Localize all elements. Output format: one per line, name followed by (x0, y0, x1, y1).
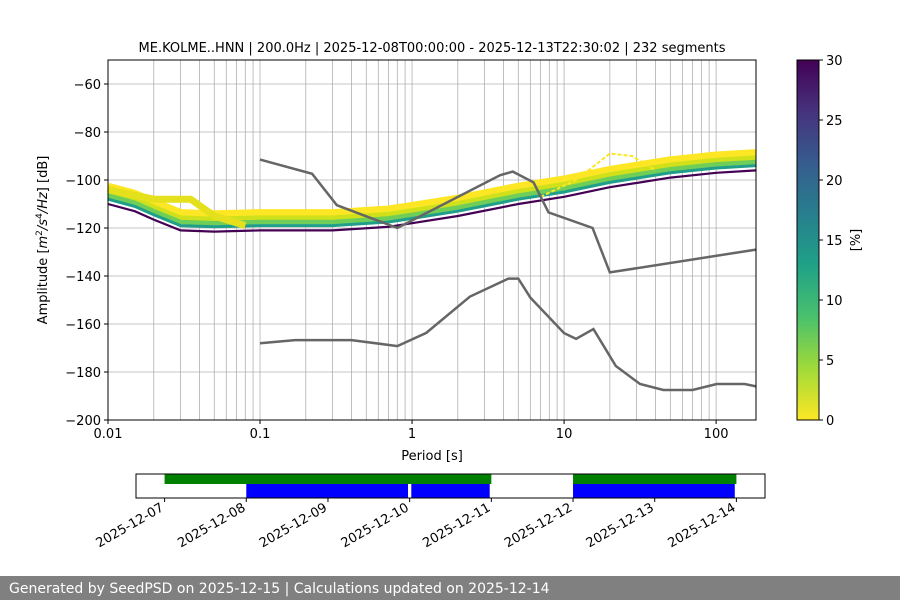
timeline-tick-label: 2025-12-11 (420, 500, 493, 551)
psd-used-bar (573, 484, 735, 498)
nhnm-line (259, 158, 757, 274)
ppsd-chart: ME.KOLME..HNN | 200.0Hz | 2025-12-08T00:… (35, 41, 864, 551)
y-tick-label: −120 (65, 222, 101, 237)
y-tick-label: −60 (74, 78, 101, 93)
psd-used-bar (246, 484, 409, 498)
colorbar-tick-label: 20 (826, 174, 843, 189)
timeline-tick-label: 2025-12-12 (502, 500, 575, 551)
psd-used-bar (411, 484, 490, 498)
timeline-tick-label: 2025-12-09 (257, 500, 330, 551)
plot-area: 0.01 0.1 1 10 100 −200 −180 −160 −140 −120 −100 −80… (65, 59, 757, 442)
x-tick-label: 10 (556, 427, 573, 442)
colorbar-tick-label: 10 (826, 294, 843, 309)
y-tick-label: −140 (65, 270, 101, 285)
y-tick-label: −100 (65, 174, 101, 189)
colorbar-tick-label: 25 (826, 114, 843, 129)
x-tick-label: 0.1 (250, 427, 271, 442)
colorbar-label: [%] (849, 229, 864, 252)
nlnm-line (259, 277, 757, 392)
psd-density-band (107, 186, 247, 229)
x-axis-label: Period [s] (401, 449, 463, 464)
psd-density-band (106, 149, 757, 220)
timeline-tick-label: 2025-12-07 (94, 500, 167, 551)
psd-density-band (107, 169, 757, 233)
footer: Generated by SeedPSD on 2025-12-15 | Cal… (0, 576, 900, 600)
colorbar-tick-label: 5 (826, 354, 834, 369)
plot-frame (107, 59, 757, 421)
data-available-bar (573, 474, 737, 484)
y-tick-label: −200 (65, 414, 101, 429)
timeline-axes: 2025-12-07 2025-12-08 2025-12-09 2025-12-10… (94, 473, 766, 551)
colorbar-tick-label: 30 (826, 54, 843, 69)
x-tick-label: 0.01 (94, 427, 123, 442)
y-axis-label: Amplitude [m2/s4/Hz] [dB] (35, 156, 51, 325)
psd-density-band (540, 152, 657, 198)
timeline-tick-label: 2025-12-08 (175, 500, 248, 551)
psd-density-band (107, 155, 757, 223)
colorbar: 0 5 10 15 20 25 30 (796, 54, 843, 429)
y-tick-label: −180 (65, 366, 101, 381)
timeline-tick-label: 2025-12-13 (584, 500, 657, 551)
timeline-tick-label: 2025-12-10 (339, 500, 412, 551)
data-available-bar (164, 474, 492, 484)
colorbar-tick-label: 0 (826, 414, 834, 429)
chart-title: ME.KOLME..HNN | 200.0Hz | 2025-12-08T00:… (139, 41, 726, 56)
timeline-frame (135, 473, 766, 499)
timeline-tick-label: 2025-12-14 (665, 500, 738, 551)
psd-density-band (107, 164, 757, 229)
x-tick-label: 100 (704, 427, 729, 442)
colorbar-fill (796, 59, 820, 421)
y-tick-label: −80 (74, 126, 101, 141)
x-tick-label: 1 (408, 427, 416, 442)
colorbar-tick-label: 15 (826, 234, 843, 249)
y-tick-label: −160 (65, 318, 101, 333)
psd-density-band (107, 159, 757, 226)
